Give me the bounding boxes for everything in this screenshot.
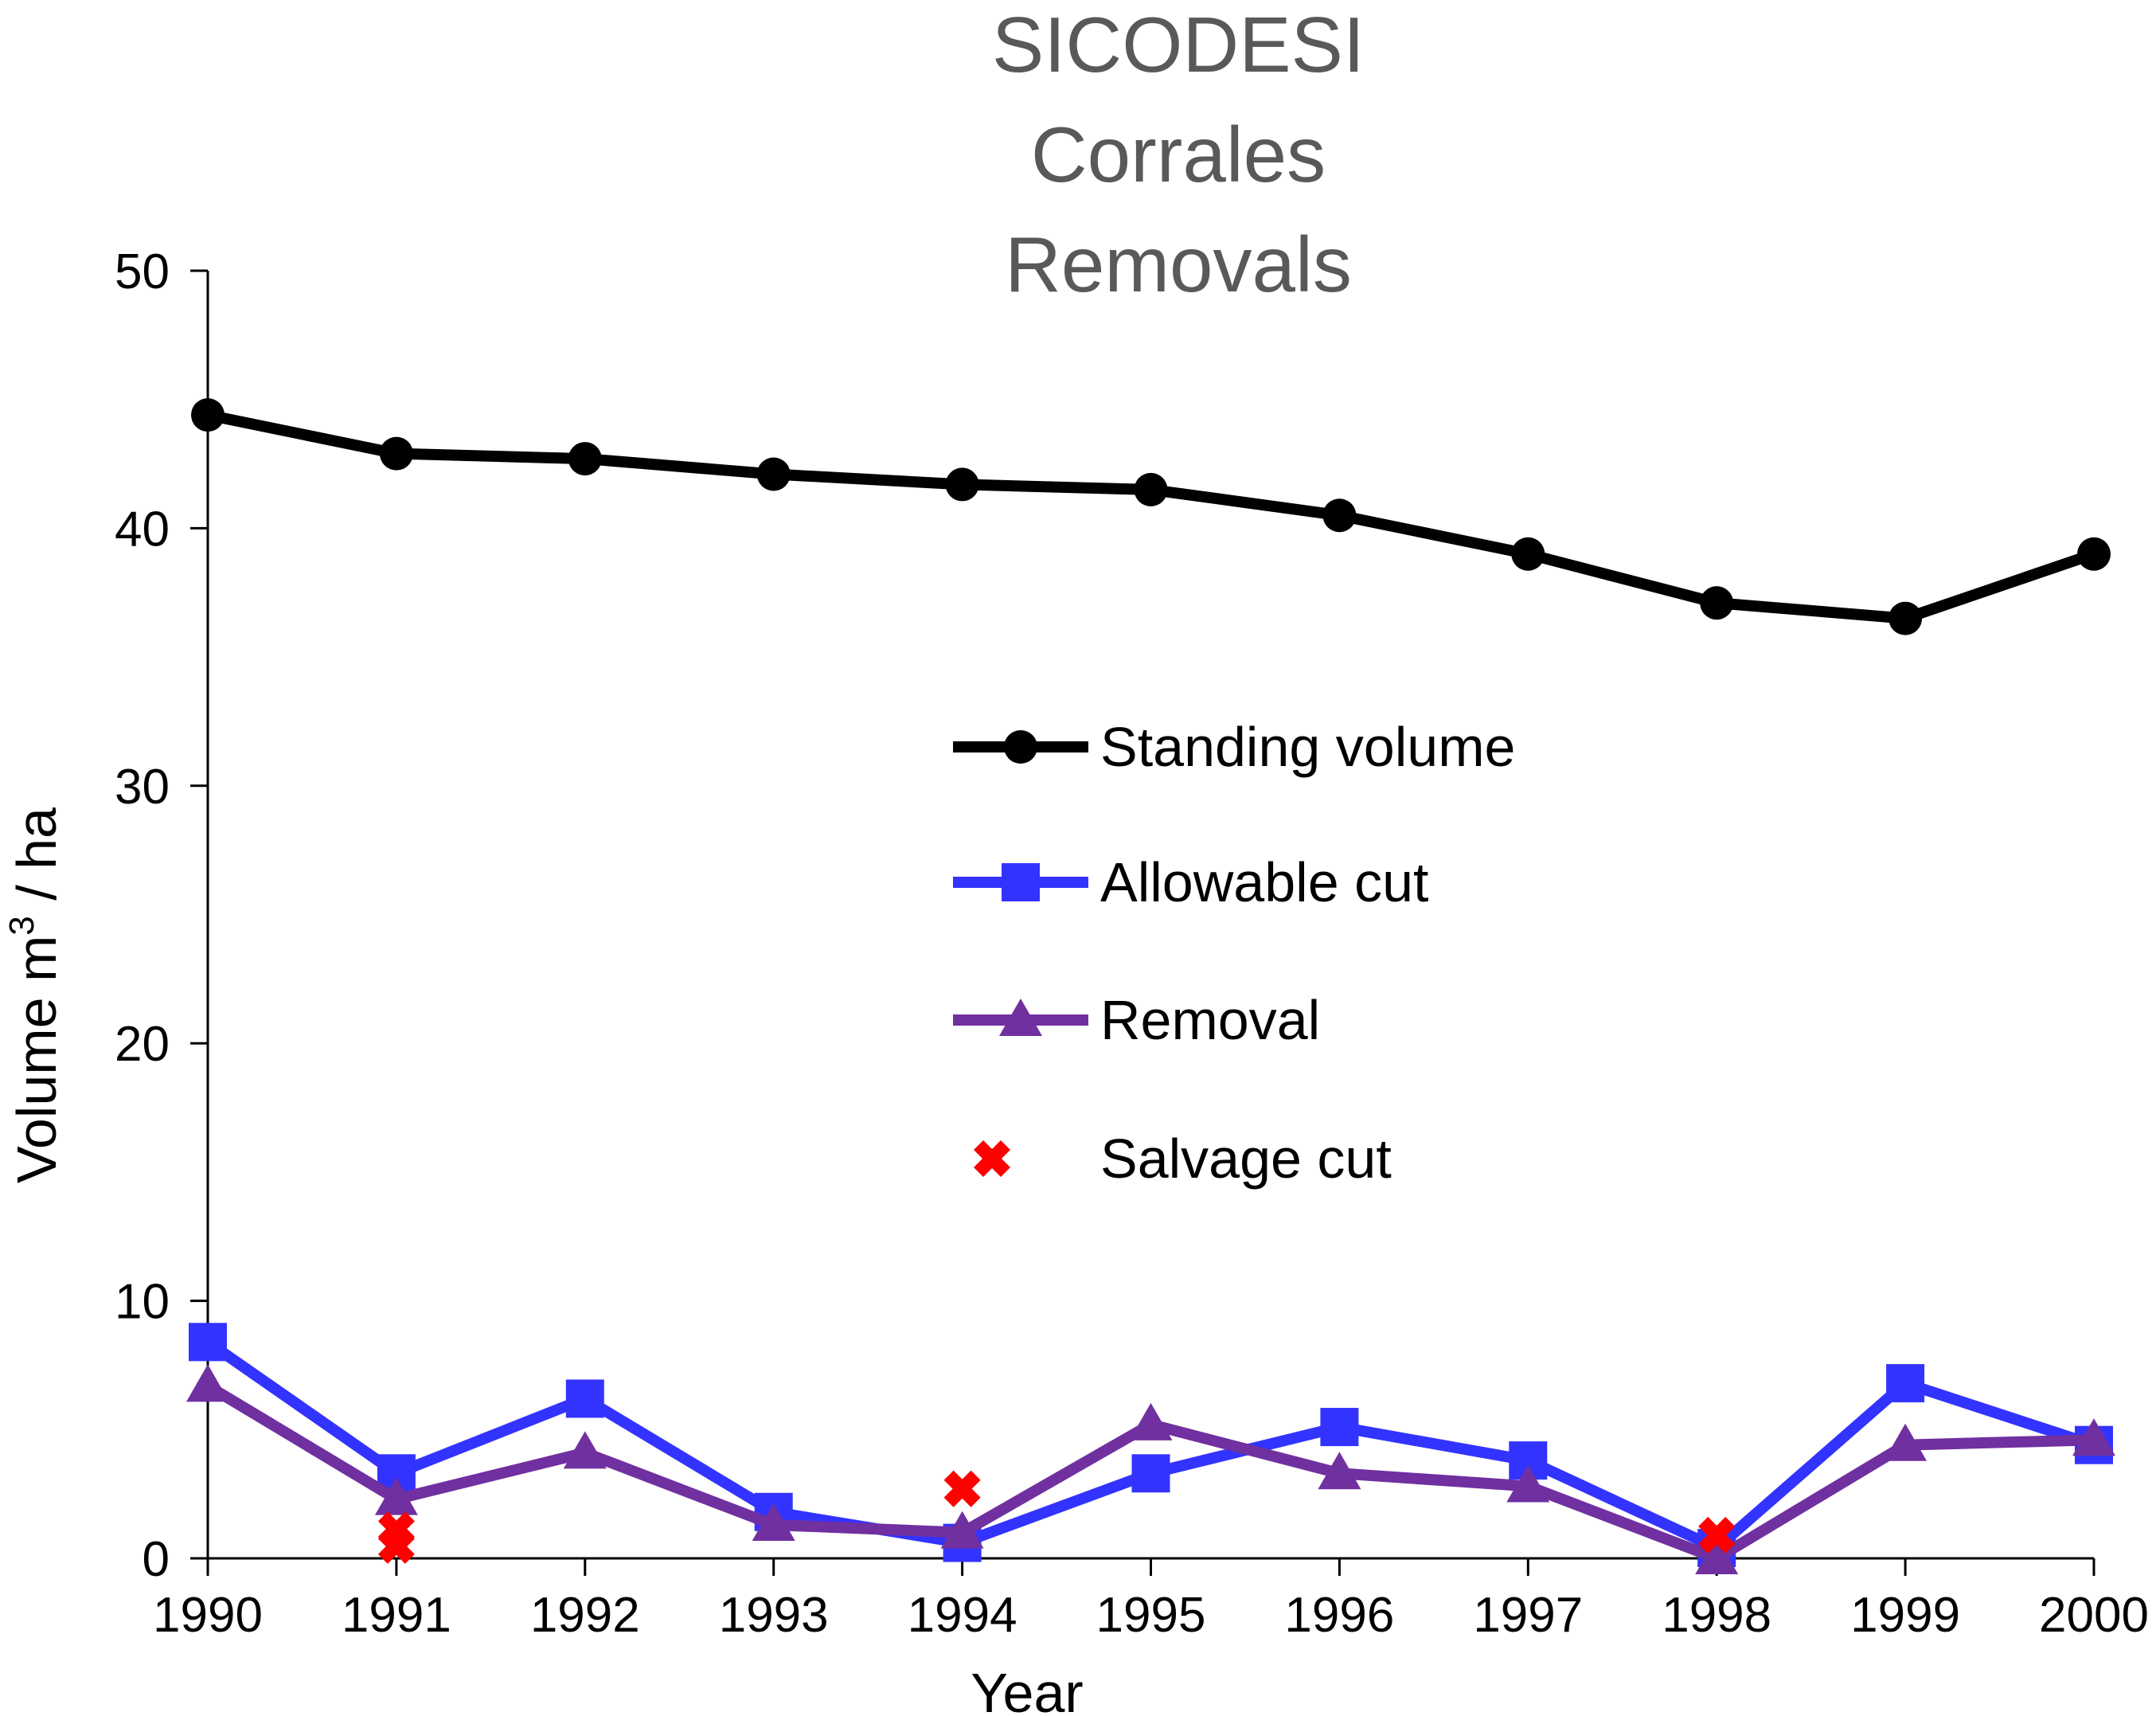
title-line-2: Corrales [1031,111,1326,198]
legend-label: Removal [1100,989,1320,1051]
legend-item-allowable-cut: Allowable cut [953,851,1428,913]
series-allowable-cut [189,1323,2113,1568]
removal-point [374,1477,418,1515]
x-tick-label: 1992 [530,1588,640,1643]
removal-point [752,1503,795,1541]
salvage-cut-point [377,1511,415,1549]
x-tick-label: 1999 [1850,1588,1960,1643]
legend-marker [973,1139,1011,1178]
x-tick-label: 1995 [1096,1588,1206,1643]
standing-volume-point [945,467,979,502]
allowable-cut-point [1320,1408,1359,1447]
standing-volume-point [1322,498,1357,533]
legend-item-standing-volume: Standing volume [953,716,1515,778]
removal-point [1884,1423,1928,1461]
x-tick-label: 1997 [1473,1588,1583,1643]
x-tick-label: 1996 [1284,1588,1394,1643]
y-axis-title-prefix: Volume m [6,936,68,1183]
salvage-cut-point [943,1470,981,1507]
x-tick-label: 2000 [2039,1588,2149,1643]
y-axis-title-suffix: / ha [6,807,68,916]
removal-point [1695,1537,1739,1574]
x-axis-title: Year [971,1662,1083,1716]
salvage-x-stroke [1698,1516,1736,1554]
standing-volume-point [1134,472,1168,506]
y-tick-label: 0 [143,1532,170,1587]
standing-volume-line [206,409,2096,624]
legend-marker [1002,863,1040,901]
salvage-x-stroke [943,1470,981,1507]
y-axis-title-superscript: 3 [2,916,41,935]
legend-item-salvage-cut: Salvage cut [973,1128,1392,1190]
standing-volume-point [756,457,791,491]
allowable-cut-point [189,1323,227,1362]
salvage-x-stroke [973,1139,1011,1178]
series-salvage-cut [377,1470,1736,1564]
removal-point [1318,1452,1361,1490]
standing-volume-point [379,436,413,471]
legend-marker [999,999,1042,1036]
x-tick-label: 1994 [908,1588,1017,1643]
allowable-cut-line [205,1337,2096,1554]
series-layer [186,398,2115,1574]
y-tick-label: 40 [115,502,170,557]
salvage-x-stroke [377,1511,415,1549]
y-axis-title: Volume m3 / ha [2,807,68,1183]
legend-marker [1004,730,1037,764]
standing-volume-point [191,398,225,432]
title-line-3: Removals [1005,221,1352,308]
removal-point [1129,1402,1173,1440]
removal-point [2072,1418,2115,1456]
legend-label: Standing volume [1100,716,1515,778]
y-tick-label: 20 [115,1017,170,1072]
x-tick-label: 1993 [719,1588,829,1643]
removal-point [186,1364,229,1402]
legend-label: Allowable cut [1100,851,1428,913]
title-line-1: SICODESI [992,1,1365,88]
allowable-cut-point [1131,1454,1170,1493]
series-standing-volume [191,398,2111,635]
standing-volume-point [1511,537,1545,571]
removal-point [563,1431,607,1469]
standing-volume-point [568,442,602,476]
removal-point [940,1511,984,1549]
legend-item-removal: Removal [953,989,1320,1051]
removal-point [1506,1464,1550,1503]
series-removal [186,1364,2115,1574]
x-tick-label: 1991 [342,1588,451,1643]
y-tick-label: 30 [115,760,170,815]
y-tick-label: 10 [115,1275,170,1330]
x-tick-label: 1998 [1662,1588,1771,1643]
allowable-cut-point [1886,1364,1925,1403]
x-tick-label: 1990 [153,1588,263,1643]
standing-volume-point [2077,537,2111,571]
chart-title: SICODESI Corrales Removals [992,1,1365,308]
allowable-cut-point [565,1379,604,1418]
standing-volume-point [1888,601,1923,635]
salvage-cut-point [1698,1516,1736,1554]
legend: Standing volume Allowable cut Removal Salva… [953,716,1515,1190]
standing-volume-point [1700,586,1734,620]
axes: 0 10 20 30 40 50 1990 1991 1992 1993 1994 1995 1996 1… [115,244,2149,1643]
y-tick-label: 50 [115,244,170,299]
legend-label: Salvage cut [1100,1128,1392,1190]
